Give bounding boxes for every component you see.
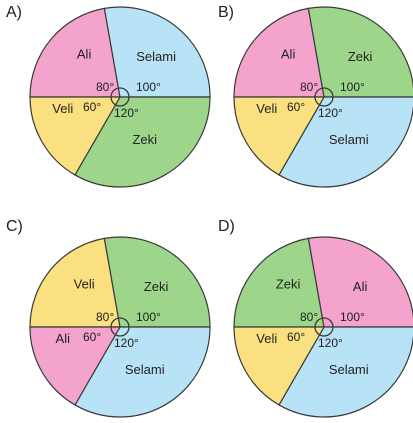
slice-selami (103, 6, 211, 98)
angle-label: 80° (96, 310, 114, 324)
slice-zeki (103, 236, 211, 328)
slice-label-veli: Veli (256, 101, 277, 116)
slice-zeki (74, 96, 211, 188)
angle-label: 100° (136, 310, 161, 324)
slice-label-selami: Selami (125, 362, 165, 377)
angle-label: 100° (340, 310, 365, 324)
angle-label: 120° (114, 106, 139, 120)
angle-label: 80° (96, 80, 114, 94)
angle-label: 100° (340, 80, 365, 94)
slice-ali (29, 326, 122, 406)
slice-label-zeki: Zeki (348, 49, 373, 64)
pie-chart-b: Ali Zeki Selami Veli 80° 100° 120° 60° (233, 6, 413, 188)
angle-label: 60° (287, 330, 305, 344)
center-angle-marker (110, 87, 130, 107)
angle-label: 120° (318, 336, 343, 350)
angle-label: 60° (83, 100, 101, 114)
slice-ali (233, 7, 325, 98)
angle-label: 60° (83, 330, 101, 344)
slice-veli (29, 237, 121, 328)
slice-label-zeki: Zeki (144, 279, 169, 294)
option-label-b: B) (218, 4, 234, 21)
slice-label-ali: Ali (281, 46, 296, 61)
pie-chart-a: Ali Selami Zeki Veli 80° 100° 120° 60° (29, 6, 211, 188)
slice-label-ali: Ali (353, 279, 368, 294)
option-label-d: D) (218, 218, 235, 235)
slice-veli (233, 96, 326, 176)
slice-label-veli: Veli (52, 101, 73, 116)
pie-chart-d: Zeki Ali Selami Veli 80° 100° 120° 60° (233, 236, 413, 418)
angle-label: 80° (300, 310, 318, 324)
center-angle-marker (314, 317, 334, 337)
slice-label-selami: Selami (329, 362, 369, 377)
slice-label-veli: Veli (256, 331, 277, 346)
slice-zeki (233, 237, 325, 328)
slice-selami (278, 96, 413, 188)
slice-selami (278, 326, 413, 418)
slice-label-zeki: Zeki (276, 276, 301, 291)
angle-label: 60° (287, 100, 305, 114)
pie-chart-c: Veli Zeki Selami Ali 80° 100° 120° 60° (29, 236, 211, 418)
angle-label: 100° (136, 80, 161, 94)
angle-label: 120° (318, 106, 343, 120)
option-label-c: C) (6, 218, 23, 235)
angle-label: 120° (114, 336, 139, 350)
slice-label-selami: Selami (136, 49, 176, 64)
slice-selami (74, 326, 211, 418)
slice-label-veli: Veli (74, 276, 95, 291)
slice-label-zeki: Zeki (132, 132, 157, 147)
option-label-a: A) (6, 4, 22, 21)
slice-label-ali: Ali (56, 331, 71, 346)
slice-ali (29, 7, 121, 98)
center-angle-marker (110, 317, 130, 337)
slice-label-selami: Selami (329, 132, 369, 147)
slice-label-ali: Ali (77, 46, 92, 61)
slice-veli (233, 326, 326, 406)
slice-veli (29, 96, 122, 176)
center-angle-marker (314, 87, 334, 107)
angle-label: 80° (300, 80, 318, 94)
